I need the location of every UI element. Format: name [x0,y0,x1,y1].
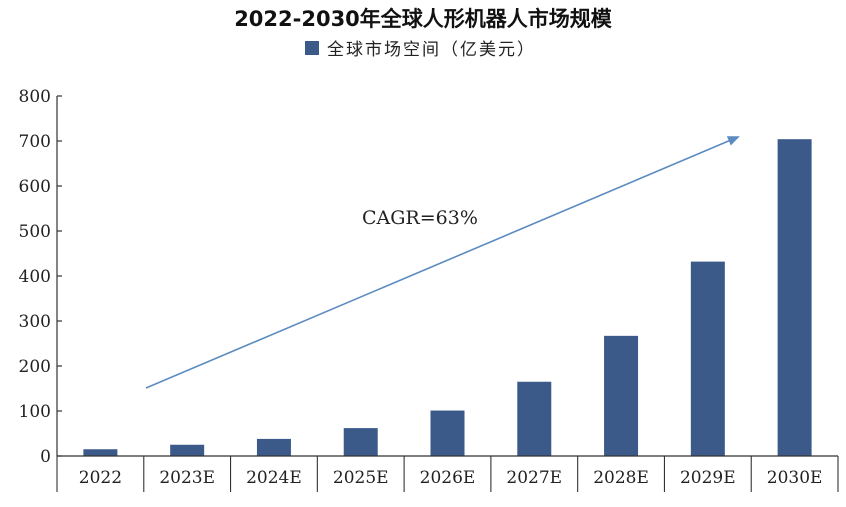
cagr-annotation: CAGR=63% [362,207,478,229]
bar [256,438,291,456]
bar [690,261,725,456]
y-tick-label: 300 [19,312,51,332]
x-tick-label: 2025E [333,468,389,488]
cagr-arrow [145,136,740,389]
x-tick-label: 2030E [767,468,823,488]
x-tick-label: 2024E [246,468,302,488]
y-tick-label: 600 [19,177,51,197]
x-tick-label: 2023E [159,468,215,488]
y-axis: 0 100 200 300 400 500 600 700 800 [19,87,62,467]
x-tick-label: 2026E [420,468,476,488]
legend-label: 全球市场空间（亿美元） [327,40,536,60]
bar [83,449,118,456]
y-tick-label: 0 [40,447,51,467]
bar [777,139,812,456]
bar [170,444,205,456]
x-tick-label: 2027E [506,468,562,488]
y-tick-label: 400 [19,267,51,287]
x-tick-label: 2028E [593,468,649,488]
y-tick-label: 100 [19,402,51,422]
bar [517,381,552,456]
x-tick-label: 2029E [680,468,736,488]
legend-swatch [305,41,319,55]
y-tick-label: 200 [19,357,51,377]
bars [83,139,812,456]
y-tick-label: 500 [19,222,51,242]
bar [343,428,378,456]
chart-title: 2022-2030年全球人形机器人市场规模 [234,7,613,31]
bar [430,410,465,456]
x-axis: 2022 2023E 2024E 2025E 2026E 2027E 2028E 2029E 2… [56,455,839,492]
y-tick-label: 700 [19,132,51,152]
y-tick-label: 800 [19,87,51,107]
bar [604,335,639,456]
x-tick-label: 2022 [79,468,122,488]
